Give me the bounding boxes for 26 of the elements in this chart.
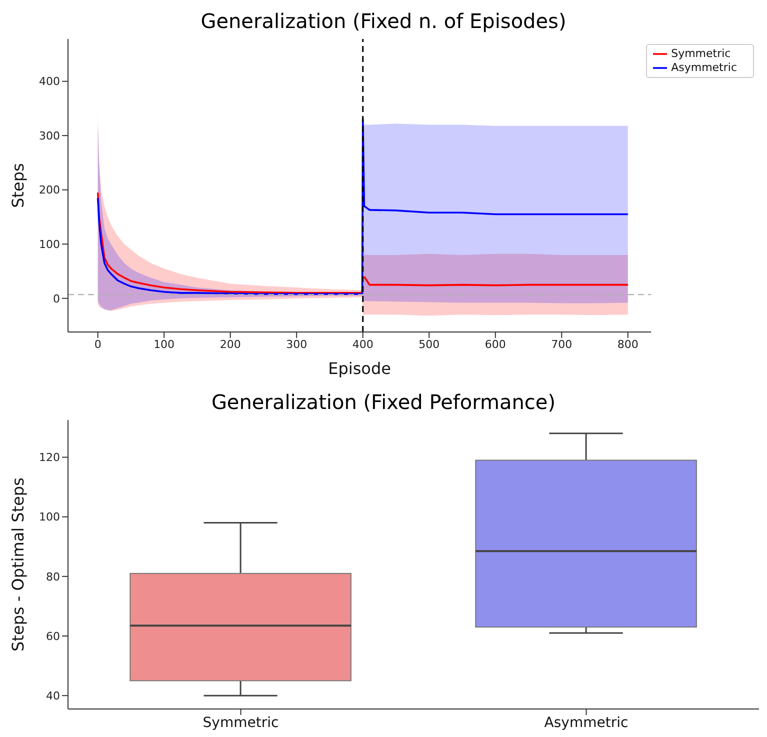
x-tick-label: 700 (551, 338, 572, 351)
chart-title: Generalization (Fixed Peformance) (210, 389, 557, 415)
y-tick-label: 80 (46, 570, 60, 584)
y-tick-label: 100 (39, 238, 60, 252)
y-tick-label: 120 (39, 451, 60, 464)
x-tick-label: 500 (418, 338, 440, 351)
y-tick-label: 200 (39, 184, 60, 197)
y-tick-label: 0 (53, 292, 60, 306)
y-axis-title: Steps - Optimal Steps (8, 478, 28, 652)
legend-label: Asymmetric (671, 61, 737, 74)
x-tick-label: 300 (286, 338, 308, 351)
chart-title: Generalization (Fixed n. of Episodes) (200, 8, 568, 34)
legend-label: Symmetric (671, 47, 731, 60)
y-tick-label: 300 (39, 129, 60, 142)
y-tick-label: 400 (39, 75, 60, 88)
y-tick-label: 40 (46, 690, 60, 702)
x-tick-label: 800 (617, 338, 638, 351)
x-axis-title: Episode (328, 359, 391, 378)
x-tick-label: 600 (484, 338, 506, 351)
x-tick-label: 0 (94, 338, 102, 351)
x-tick-label: 100 (154, 338, 175, 351)
x-tick-label: 200 (220, 338, 241, 351)
y-tick-label: 60 (46, 630, 60, 643)
y-tick-label: 100 (39, 510, 60, 524)
x-tick-label: 400 (352, 338, 374, 351)
y-axis-title: Steps (8, 163, 28, 208)
